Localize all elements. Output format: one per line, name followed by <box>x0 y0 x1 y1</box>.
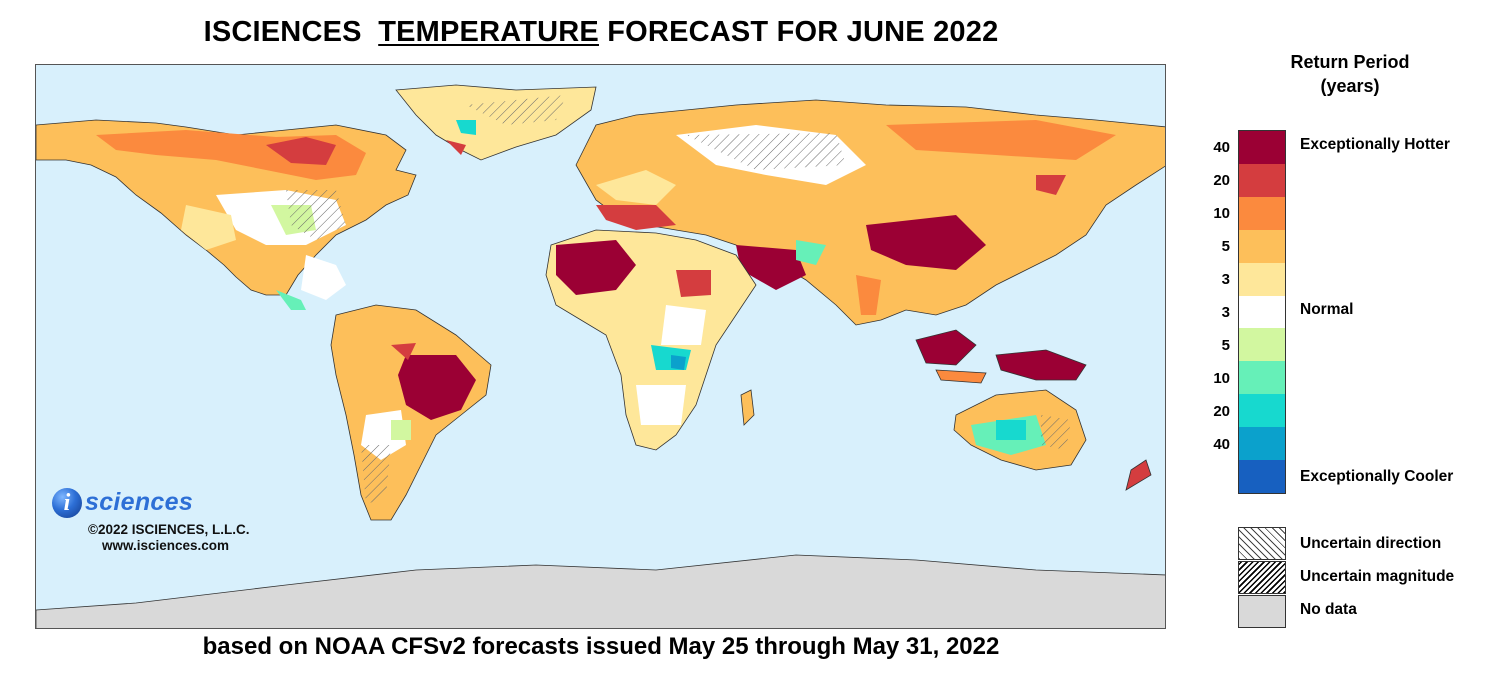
australia <box>953 389 1087 471</box>
greenland <box>395 84 597 161</box>
scale-swatch-cooler-10 <box>1239 394 1285 428</box>
legend-label-hot: Exceptionally Hotter <box>1300 136 1450 153</box>
world-map <box>35 64 1166 629</box>
scale-tick-label: 10 <box>1213 369 1230 387</box>
eurasia <box>575 99 1165 326</box>
title-part1: ISCIENCES <box>203 16 362 48</box>
antarctica <box>36 554 1165 628</box>
scale-swatch-hotter-10 <box>1239 196 1285 231</box>
legend-title: Return Period (years) <box>1270 50 1430 98</box>
new-zealand <box>1125 459 1152 491</box>
copyright-text: ©2022 ISCIENCES, L.L.C. <box>88 522 250 537</box>
scale-swatch-cooler-20 <box>1239 427 1285 461</box>
scale-swatch-cooler-3 <box>1239 328 1285 362</box>
scale-swatch-hotter-5 <box>1239 229 1285 264</box>
scale-tick-label: 20 <box>1213 172 1230 190</box>
isciences-logo: i sciences ©2022 ISCIENCES, L.L.C. www.i… <box>52 486 292 556</box>
scale-swatch-normal <box>1239 295 1285 329</box>
title-part2: TEMPERATURE <box>378 16 599 48</box>
uncertain-direction-label: Uncertain direction <box>1300 535 1442 552</box>
scale-tick-label: 20 <box>1213 402 1230 420</box>
madagascar <box>740 389 755 426</box>
uncertain-magnitude-swatch <box>1238 561 1286 594</box>
scale-tick-label: 3 <box>1221 271 1230 289</box>
scale-swatch-cooler-5 <box>1239 361 1285 395</box>
legend-title-line2: (years) <box>1320 76 1380 96</box>
scale-tick-label: 40 <box>1213 139 1230 157</box>
scale-swatch-cooler-40 <box>1239 460 1285 494</box>
scale-swatch-hotter-3 <box>1239 262 1285 297</box>
africa <box>545 229 757 451</box>
southeast-asia-islands <box>915 329 1087 384</box>
scale-swatch-hotter-20 <box>1239 163 1285 198</box>
legend-title-line1: Return Period <box>1290 52 1410 72</box>
north-america <box>36 119 417 310</box>
scale-swatch-hotter-40 <box>1239 131 1285 165</box>
logo-i-icon: i <box>52 488 82 518</box>
scale-tick-label: 40 <box>1213 435 1230 453</box>
website-url: www.isciences.com <box>102 538 230 553</box>
no-data-swatch <box>1238 595 1286 628</box>
title-part3: FORECAST FOR JUNE 2022 <box>607 16 999 48</box>
uncertain-direction-swatch <box>1238 527 1286 560</box>
legend-label-normal: Normal <box>1300 301 1354 318</box>
map-subtitle: based on NOAA CFSv2 forecasts issued May… <box>202 633 1000 660</box>
no-data-label: No data <box>1300 601 1357 618</box>
logo-wordmark: sciences <box>85 488 194 516</box>
scale-tick-label: 3 <box>1221 304 1230 321</box>
color-scale-bar <box>1238 130 1286 494</box>
scale-tick-label: 5 <box>1221 336 1230 354</box>
south-america <box>330 304 492 521</box>
uncertain-magnitude-label: Uncertain magnitude <box>1300 568 1455 585</box>
map-title: ISCIENCES TEMPERATURE FORECAST FOR JUNE … <box>36 16 1166 49</box>
scale-tick-label: 5 <box>1221 238 1230 256</box>
legend-label-cool: Exceptionally Cooler <box>1300 468 1454 485</box>
scale-tick-label: 10 <box>1213 205 1230 223</box>
